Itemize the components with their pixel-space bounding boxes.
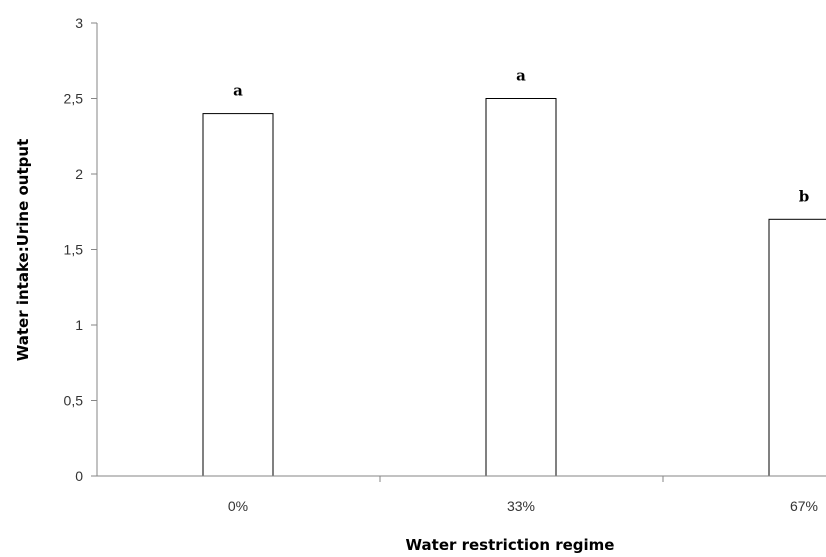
y-tick-label: 3 xyxy=(75,15,83,31)
x-axis-title: Water restriction regime xyxy=(406,536,615,554)
y-tick-label: 2 xyxy=(75,166,83,182)
y-axis-title: Water intake:Urine output xyxy=(14,139,32,362)
x-tick-label-0: 0% xyxy=(228,498,248,514)
significance-labels: a a b xyxy=(233,67,809,206)
x-axis-ticks: 0% 33% 67% xyxy=(228,476,818,514)
y-tick-label: 1 xyxy=(75,317,83,333)
y-tick-label: 0,5 xyxy=(64,393,84,409)
significance-label-2: b xyxy=(799,187,810,205)
y-tick-label: 1,5 xyxy=(64,242,84,258)
x-tick-label-2: 67% xyxy=(790,498,818,514)
x-tick-label-1: 33% xyxy=(507,498,535,514)
y-axis-ticks: 0 0,5 1 1,5 2 2,5 3 xyxy=(64,15,97,484)
significance-label-1: a xyxy=(516,67,526,85)
bar-0 xyxy=(202,113,274,477)
bar-2 xyxy=(768,218,826,477)
bar-1 xyxy=(485,98,557,477)
bars xyxy=(202,98,826,477)
y-tick-label: 2,5 xyxy=(64,91,84,107)
significance-label-0: a xyxy=(233,82,243,100)
y-tick-label: 0 xyxy=(75,468,83,484)
